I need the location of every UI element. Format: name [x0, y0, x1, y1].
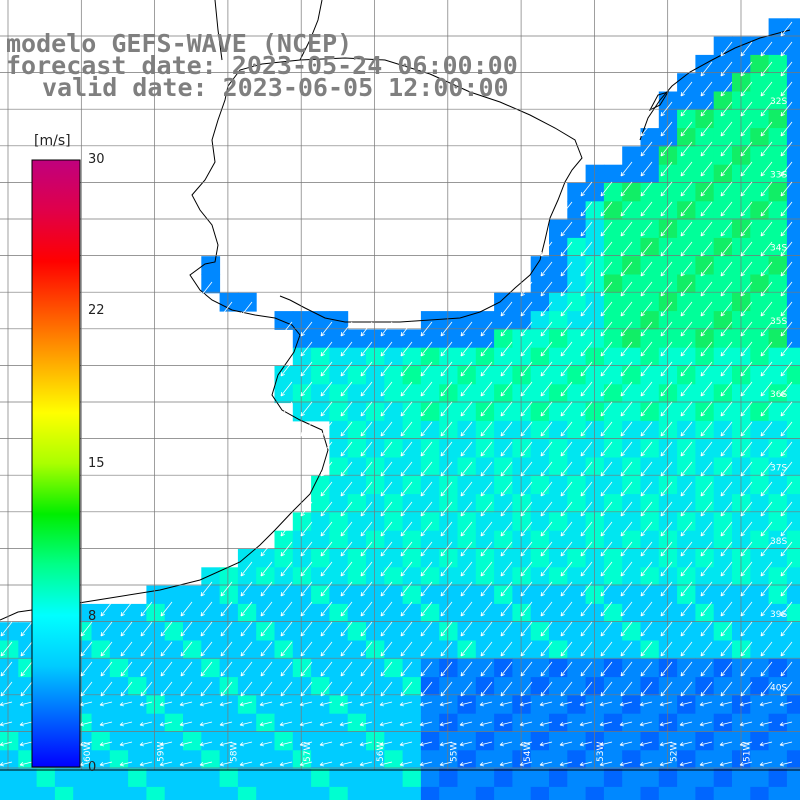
- lon-label: 52W: [669, 742, 679, 762]
- wind-arrows: [0, 21, 793, 767]
- colorbar-units: [m/s]: [34, 133, 71, 149]
- colorbar-tick-0: 0: [88, 760, 97, 775]
- forecast-date: forecast date: 2023-05-24 06:00:00: [6, 51, 518, 80]
- lon-label: 57W: [303, 742, 313, 762]
- coastline: [0, 0, 791, 621]
- colorbar-tick-15: 15: [88, 456, 105, 471]
- lat-label: 33S: [770, 170, 787, 180]
- lon-label: 58W: [230, 742, 240, 762]
- lat-label: 38S: [770, 537, 787, 547]
- lon-label: 59W: [156, 742, 166, 762]
- lat-label: 37S: [770, 464, 787, 474]
- wind-speed-field: [0, 18, 800, 800]
- lon-label: 51W: [743, 742, 753, 762]
- lat-label: 36S: [770, 390, 787, 400]
- valid-date: valid date: 2023-06-05 12:00:00: [42, 73, 509, 102]
- longitude-labels: 60W59W58W57W56W55W54W53W52W51W50W: [83, 742, 753, 762]
- lon-label: 54W: [523, 742, 533, 762]
- colorbar-frame: [31, 159, 81, 768]
- lon-label: 55W: [450, 742, 460, 762]
- lon-label: 53W: [596, 742, 606, 762]
- lat-label: 40S: [770, 683, 787, 693]
- colorbar-tick-30: 30: [88, 152, 105, 167]
- lat-label: 32S: [770, 97, 787, 107]
- colorbar-tick-22: 22: [88, 303, 105, 318]
- model-title: modelo GEFS-WAVE (NCEP): [6, 29, 353, 58]
- colorbar-tick-8: 8: [88, 609, 97, 624]
- lat-label: 34S: [770, 244, 787, 254]
- lat-label: 35S: [770, 317, 787, 327]
- lon-label: 60W: [83, 742, 93, 762]
- lat-label: 39S: [770, 610, 787, 620]
- latitude-labels: 32S 33S 34S 35S 36S 37S 38S 39S 40S: [770, 97, 787, 693]
- lon-label: 56W: [376, 742, 386, 762]
